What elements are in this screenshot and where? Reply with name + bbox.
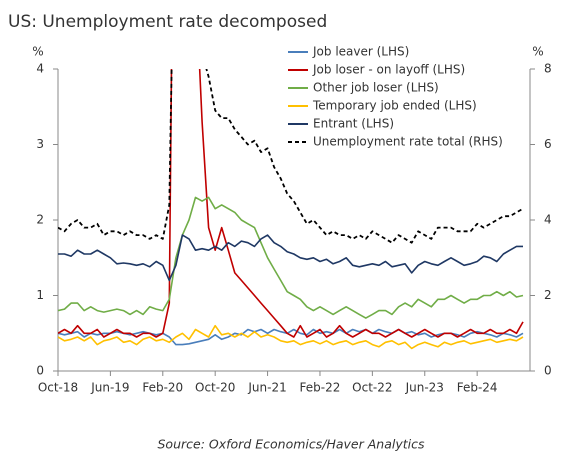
legend-label: Temporary job ended (LHS) <box>312 99 477 113</box>
line-series <box>58 69 524 244</box>
x-tick-label: Oct-22 <box>352 381 392 395</box>
y-tick-label: 1 <box>36 288 44 302</box>
line-series <box>58 69 524 338</box>
legend-label: Entrant (LHS) <box>313 117 394 131</box>
chart-title: US: Unemployment rate decomposed <box>8 12 327 32</box>
y2-tick-label: 0 <box>544 364 552 378</box>
legend-label: Unemployment rate total (RHS) <box>313 135 503 149</box>
y2-tick-label: 4 <box>544 213 552 227</box>
y2-axis-label: % <box>532 45 543 59</box>
y2-tick-label: 2 <box>544 288 552 302</box>
legend-label: Job leaver (LHS) <box>312 45 409 59</box>
x-tick-label: Jun-19 <box>90 381 129 395</box>
line-series <box>58 324 524 350</box>
y-tick-label: 4 <box>36 62 44 76</box>
y2-tick-label: 8 <box>544 62 552 76</box>
y-axis-label: % <box>32 45 43 59</box>
y-tick-label: 3 <box>36 137 44 151</box>
y2-tick-label: 6 <box>544 137 552 151</box>
line-series <box>58 196 524 319</box>
legend-label: Job loser - on layoff (LHS) <box>312 63 465 77</box>
y-tick-label: 2 <box>36 213 44 227</box>
x-tick-label: Oct-18 <box>38 381 78 395</box>
x-tick-label: Feb-22 <box>300 381 341 395</box>
x-tick-label: Jun-23 <box>405 381 444 395</box>
x-tick-label: Jun-21 <box>247 381 286 395</box>
legend-label: Other job loser (LHS) <box>313 81 439 95</box>
line-series <box>58 234 523 282</box>
y-tick-label: 0 <box>36 364 44 378</box>
x-tick-label: Oct-20 <box>195 381 235 395</box>
x-tick-label: Feb-24 <box>457 381 498 395</box>
source: Source: Oxford Economics/Haver Analytics <box>158 437 425 452</box>
x-tick-label: Feb-20 <box>142 381 183 395</box>
